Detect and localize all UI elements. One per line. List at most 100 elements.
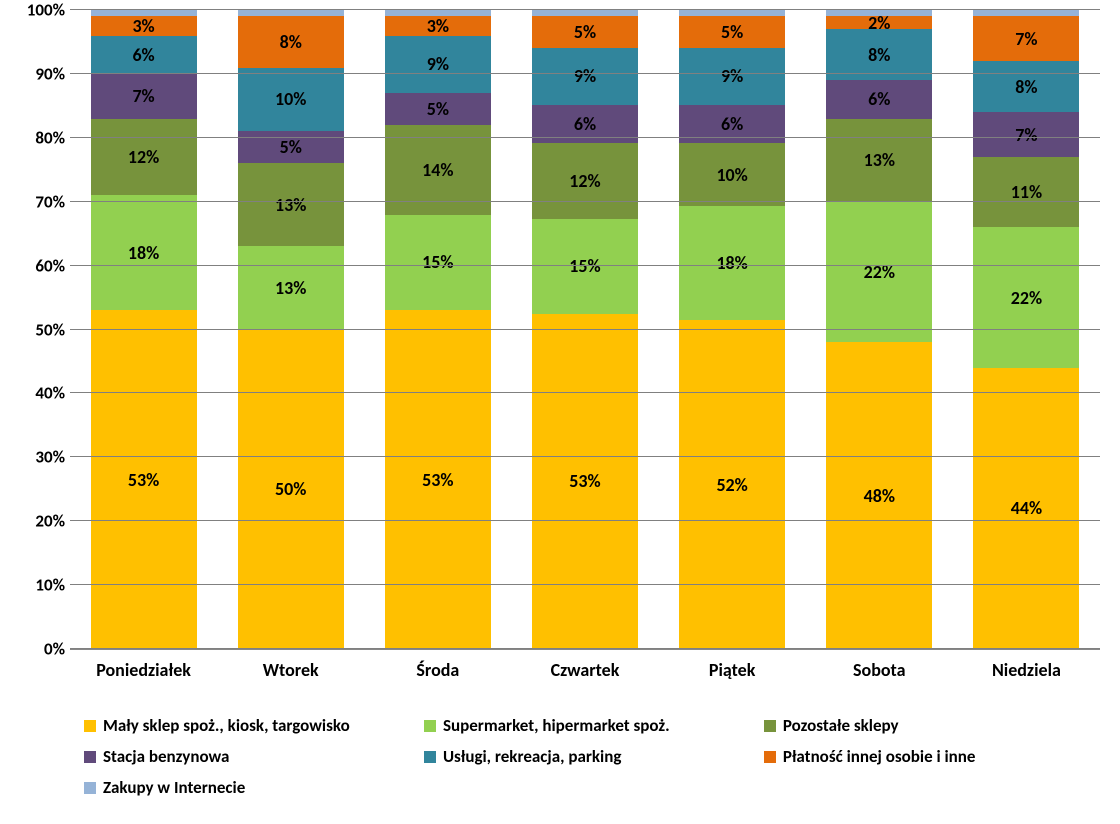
bar-group: 48%22%13%6%8%2%Sobota [806, 10, 953, 649]
bar-segment: 22% [826, 202, 932, 343]
plot-area: 53%18%12%7%6%3%Poniedziałek50%13%13%5%10… [70, 10, 1100, 650]
bar-segment: 6% [91, 36, 197, 74]
bar-segment: 44% [973, 368, 1079, 649]
legend-label: Pozostałe sklepy [783, 715, 899, 736]
legend-item: Pozostałe sklepy [760, 710, 1100, 741]
x-category-label: Czwartek [511, 649, 658, 681]
legend-swatch [84, 751, 96, 763]
legend-label: Usługi, rekreacja, parking [443, 746, 621, 767]
gridline [70, 392, 1100, 393]
data-label: 5% [280, 136, 302, 158]
chart-area: 53%18%12%7%6%3%Poniedziałek50%13%13%5%10… [70, 10, 1100, 690]
data-label: 9% [721, 65, 743, 87]
data-label: 12% [128, 146, 159, 168]
data-label: 2% [868, 16, 890, 29]
bar-segment: 50% [238, 330, 344, 650]
data-label: 12% [569, 170, 600, 192]
bar-segment: 12% [532, 143, 638, 219]
bar-segment: 53% [91, 310, 197, 649]
gridline [70, 648, 1100, 649]
legend-item: Mały sklep spoż., kiosk, targowisko [80, 710, 420, 741]
bar-segment: 8% [973, 61, 1079, 112]
data-label: 5% [721, 21, 743, 43]
stacked-bar: 53% 15% 14% 5% 9%3% [385, 10, 491, 649]
bar-segment: 7% [973, 16, 1079, 61]
bar-segment: 7% [91, 74, 197, 119]
bar-segment: 5% [385, 93, 491, 125]
bar-segment: 15% [532, 219, 638, 314]
data-label: 6% [574, 113, 596, 135]
bar-segment: 6% [826, 80, 932, 118]
bar-group: 53%15%12%6%9%5%Czwartek [511, 10, 658, 649]
bar-segment: 10% [679, 143, 785, 206]
data-label: 48% [864, 485, 895, 507]
data-label: 18% [716, 252, 747, 274]
data-label: 6% [868, 88, 890, 110]
data-label: 9% [574, 65, 596, 87]
bar-segment: 18% [91, 195, 197, 310]
gridline [70, 520, 1100, 521]
y-tick-label: 10% [10, 575, 65, 596]
data-label: 53% [128, 469, 159, 491]
data-label: 13% [864, 149, 895, 171]
legend-item: Płatność innej osobie i inne [760, 741, 1100, 772]
bar-segment: 13% [238, 163, 344, 246]
y-tick-label: 60% [10, 255, 65, 276]
legend-label: Płatność innej osobie i inne [783, 746, 976, 767]
data-label: 52% [716, 474, 747, 496]
bar-segment: 53% [385, 310, 491, 649]
x-category-label: Sobota [806, 649, 953, 681]
bar-segment: 52% [679, 320, 785, 649]
data-label: 8% [1015, 76, 1037, 98]
gridline [70, 73, 1100, 74]
data-label: 8% [868, 44, 890, 66]
data-label: 5% [574, 21, 596, 43]
data-label: 7% [132, 85, 154, 107]
legend: Mały sklep spoż., kiosk, targowisko Super… [80, 710, 1100, 803]
data-label: 53% [422, 469, 453, 491]
data-label: 7% [1015, 28, 1037, 50]
legend-item: Supermarket, hipermarket spoż. [420, 710, 760, 741]
legend-swatch [764, 720, 776, 732]
gridline [70, 265, 1100, 266]
bar-segment: 9% [385, 36, 491, 94]
y-tick-label: 50% [10, 319, 65, 340]
data-label: 44% [1011, 497, 1042, 519]
data-label: 10% [716, 164, 747, 186]
data-label: 15% [422, 251, 453, 273]
bar-segment: 48% [826, 342, 932, 649]
data-label: 15% [569, 255, 600, 277]
x-category-label: Środa [364, 649, 511, 681]
bar-segment: 15% [385, 215, 491, 311]
bar-segment: 22% [973, 227, 1079, 368]
gridline [70, 9, 1100, 10]
bar-segment: 3% [385, 16, 491, 35]
data-label: 22% [1011, 287, 1042, 309]
y-tick-label: 30% [10, 447, 65, 468]
data-label: 6% [132, 44, 154, 66]
gridline [70, 137, 1100, 138]
legend-swatch [764, 751, 776, 763]
y-tick-label: 0% [10, 639, 65, 660]
y-tick-label: 100% [10, 0, 65, 21]
bar-segment: 9% [679, 48, 785, 105]
y-tick-label: 70% [10, 191, 65, 212]
bar-group: 53%15%14%5%9%3%Środa [364, 10, 511, 649]
legend-item: Usługi, rekreacja, parking [420, 741, 760, 772]
data-label: 14% [422, 159, 453, 181]
data-label: 50% [275, 478, 306, 500]
gridline [70, 329, 1100, 330]
legend-swatch [84, 720, 96, 732]
stacked-bar: 53% 15% 12% 6% 9% 5% [532, 10, 638, 649]
data-label: 5% [427, 98, 449, 120]
bar-segment: 18% [679, 206, 785, 320]
bar-segment: 2% [826, 16, 932, 29]
legend-label: Supermarket, hipermarket spoż. [443, 715, 670, 736]
stacked-bar: 44%22%11%7%8%7% [973, 10, 1079, 649]
y-tick-label: 90% [10, 63, 65, 84]
x-category-label: Niedziela [953, 649, 1100, 681]
bar-segment: 3% [91, 16, 197, 35]
legend-item: Zakupy w Internecie [80, 772, 420, 803]
bar-segment: 53% [532, 314, 638, 649]
bar-segment: 12% [91, 119, 197, 196]
